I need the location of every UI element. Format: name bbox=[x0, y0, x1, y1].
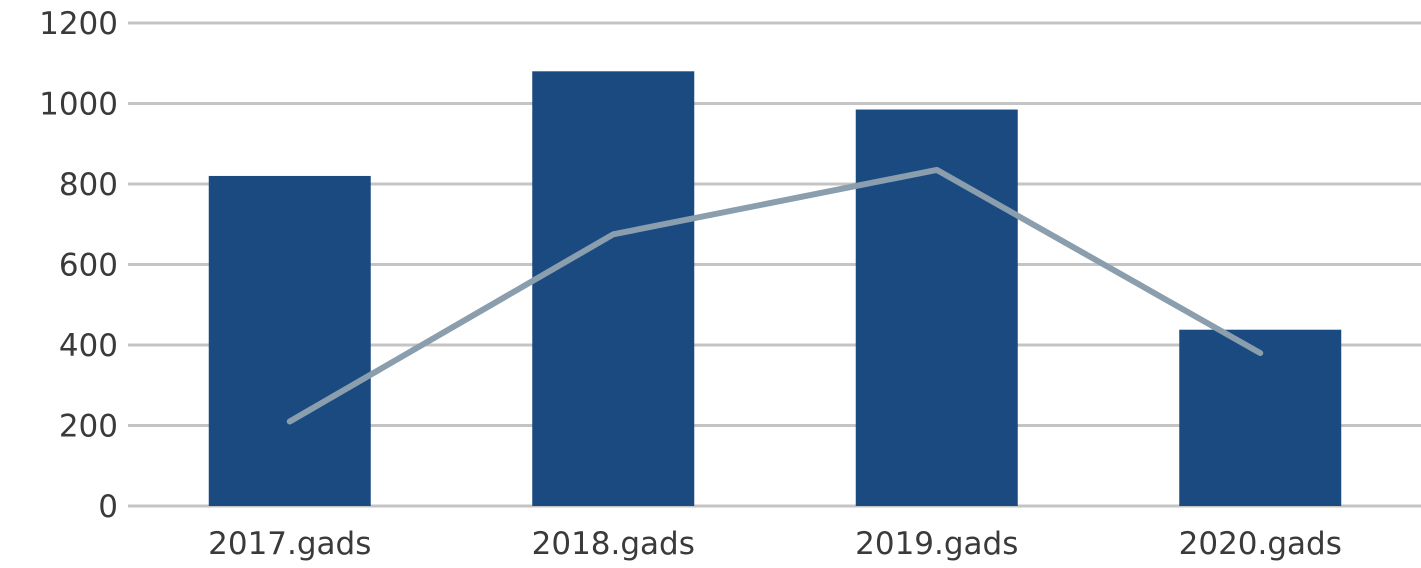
y-tick-label-1200: 1200 bbox=[39, 6, 118, 42]
line-series-path bbox=[286, 166, 1264, 425]
x-tick-label-2018.gads: 2018.gads bbox=[532, 526, 695, 562]
bar-series bbox=[208, 71, 1342, 507]
y-tick-label-200: 200 bbox=[59, 409, 118, 445]
y-tick-label-800: 800 bbox=[59, 167, 118, 203]
x-tick-label-2017.gads: 2017.gads bbox=[208, 526, 371, 562]
y-axis-tick-labels: 0 200 400 600 800 1000 1200 bbox=[39, 6, 118, 525]
bar-2020.gads bbox=[1179, 329, 1342, 506]
x-tick-label-2020.gads: 2020.gads bbox=[1179, 526, 1342, 562]
bar-2019.gads bbox=[855, 109, 1018, 506]
y-tick-label-600: 600 bbox=[59, 248, 118, 284]
bar-2018.gads bbox=[532, 71, 695, 507]
x-axis-tick-labels: 2017.gads 2018.gads 2019.gads 2020.gads bbox=[208, 526, 1342, 562]
bar-2017.gads bbox=[208, 175, 371, 506]
y-tick-label-400: 400 bbox=[59, 328, 118, 364]
x-tick-label-2019.gads: 2019.gads bbox=[855, 526, 1018, 562]
y-tick-label-0: 0 bbox=[98, 489, 118, 525]
y-tick-label-1000: 1000 bbox=[39, 87, 118, 123]
line-series bbox=[286, 166, 1264, 425]
